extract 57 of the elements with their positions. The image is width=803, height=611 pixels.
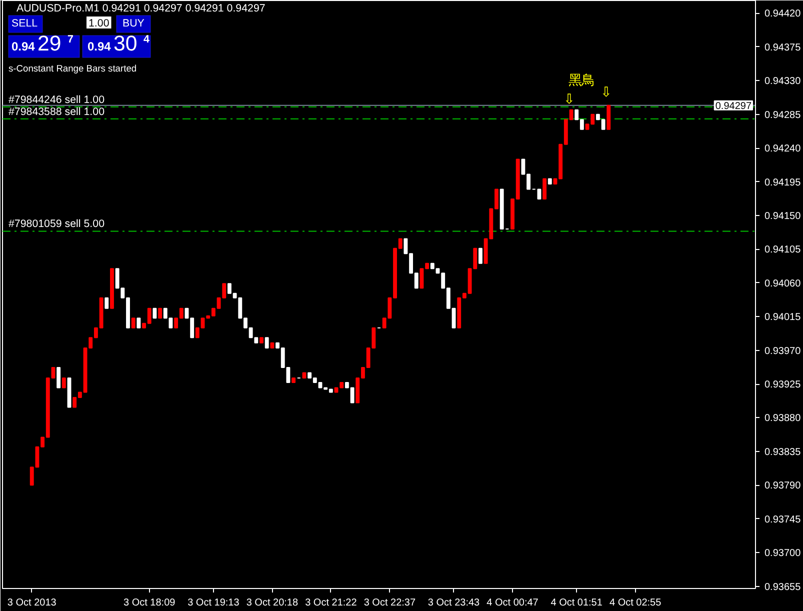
annotation: BUY bbox=[122, 18, 144, 30]
candlestick bbox=[152, 308, 157, 319]
x-tick-label: 4 Oct 02:55 bbox=[609, 598, 662, 608]
candlestick bbox=[478, 248, 482, 264]
annotation: AUDUSD-Pro.M1 0.94291 0.94297 0.94291 0.94297 bbox=[16, 2, 266, 14]
annotation: 29 bbox=[38, 32, 62, 56]
y-tick-label: 0.93835 bbox=[764, 446, 802, 458]
annotation: 7 bbox=[68, 34, 74, 46]
candlestick bbox=[104, 297, 109, 309]
annotation: SELL bbox=[12, 18, 38, 30]
y-tick-label: 0.94060 bbox=[764, 278, 802, 290]
candlestick bbox=[158, 308, 162, 319]
y-tick-label: 0.93880 bbox=[764, 413, 802, 424]
y-tick-label: 0.94285 bbox=[764, 110, 802, 121]
x-tick-label: 3 Oct 18:09 bbox=[124, 598, 176, 608]
y-tick-label: 0.94105 bbox=[764, 244, 802, 256]
y-tick-label: 0.94150 bbox=[764, 210, 802, 222]
annotation: 0.94 bbox=[12, 40, 36, 54]
candlestick bbox=[542, 178, 547, 200]
y-tick-label: 0.93790 bbox=[764, 480, 802, 492]
candlestick bbox=[62, 378, 66, 388]
x-tick-label: 4 Oct 00:47 bbox=[486, 598, 539, 608]
y-tick-label: 0.94420 bbox=[764, 8, 802, 20]
y-tick-label: 0.94330 bbox=[764, 76, 802, 88]
x-tick-label: 3 Oct 19:13 bbox=[188, 598, 240, 608]
ref-line-label: #79801059 sell 5.00 bbox=[8, 218, 105, 230]
candlestick bbox=[136, 318, 141, 328]
annotation: 30 bbox=[114, 32, 138, 56]
annotation: ⇩ bbox=[600, 84, 612, 100]
annotation: 黑鳥 bbox=[568, 72, 594, 88]
ref-line-label: #79843588 sell 1.00 bbox=[8, 106, 105, 118]
annotation: 4 bbox=[144, 34, 150, 46]
x-tick-label: 4 Oct 01:51 bbox=[550, 598, 603, 608]
y-tick-label: 0.93925 bbox=[764, 380, 802, 391]
annotation: s-Constant Range Bars started bbox=[8, 64, 137, 74]
candlestick bbox=[131, 318, 136, 328]
ref-line-label: #79844246 sell 1.00 bbox=[8, 94, 105, 106]
x-tick-label: 3 Oct 23:43 bbox=[428, 598, 480, 608]
y-tick-label: 0.94015 bbox=[764, 312, 802, 324]
y-tick-label: 0.94375 bbox=[764, 42, 802, 54]
candlestick bbox=[606, 104, 611, 130]
x-tick-label: 3 Oct 2013 bbox=[7, 598, 57, 608]
y-tick-label: 0.94240 bbox=[764, 144, 802, 155]
x-tick-label: 3 Oct 22:37 bbox=[364, 598, 416, 608]
annotation: 1.00 bbox=[88, 18, 110, 30]
annotation: ⇩ bbox=[564, 92, 574, 106]
y-tick-label: 0.94195 bbox=[764, 177, 802, 188]
ref-line-label: 0.94297 bbox=[715, 100, 752, 112]
candlestick bbox=[264, 337, 269, 349]
x-tick-label: 3 Oct 20:18 bbox=[246, 598, 298, 608]
y-tick-label: 0.93700 bbox=[764, 548, 802, 560]
annotation: 0.94 bbox=[88, 40, 112, 54]
y-tick-label: 0.93970 bbox=[764, 346, 802, 357]
y-tick-label: 0.93745 bbox=[764, 514, 802, 526]
x-tick-label: 3 Oct 21:22 bbox=[305, 598, 358, 608]
y-tick-label: 0.93655 bbox=[764, 582, 802, 593]
candlestick bbox=[56, 367, 61, 388]
